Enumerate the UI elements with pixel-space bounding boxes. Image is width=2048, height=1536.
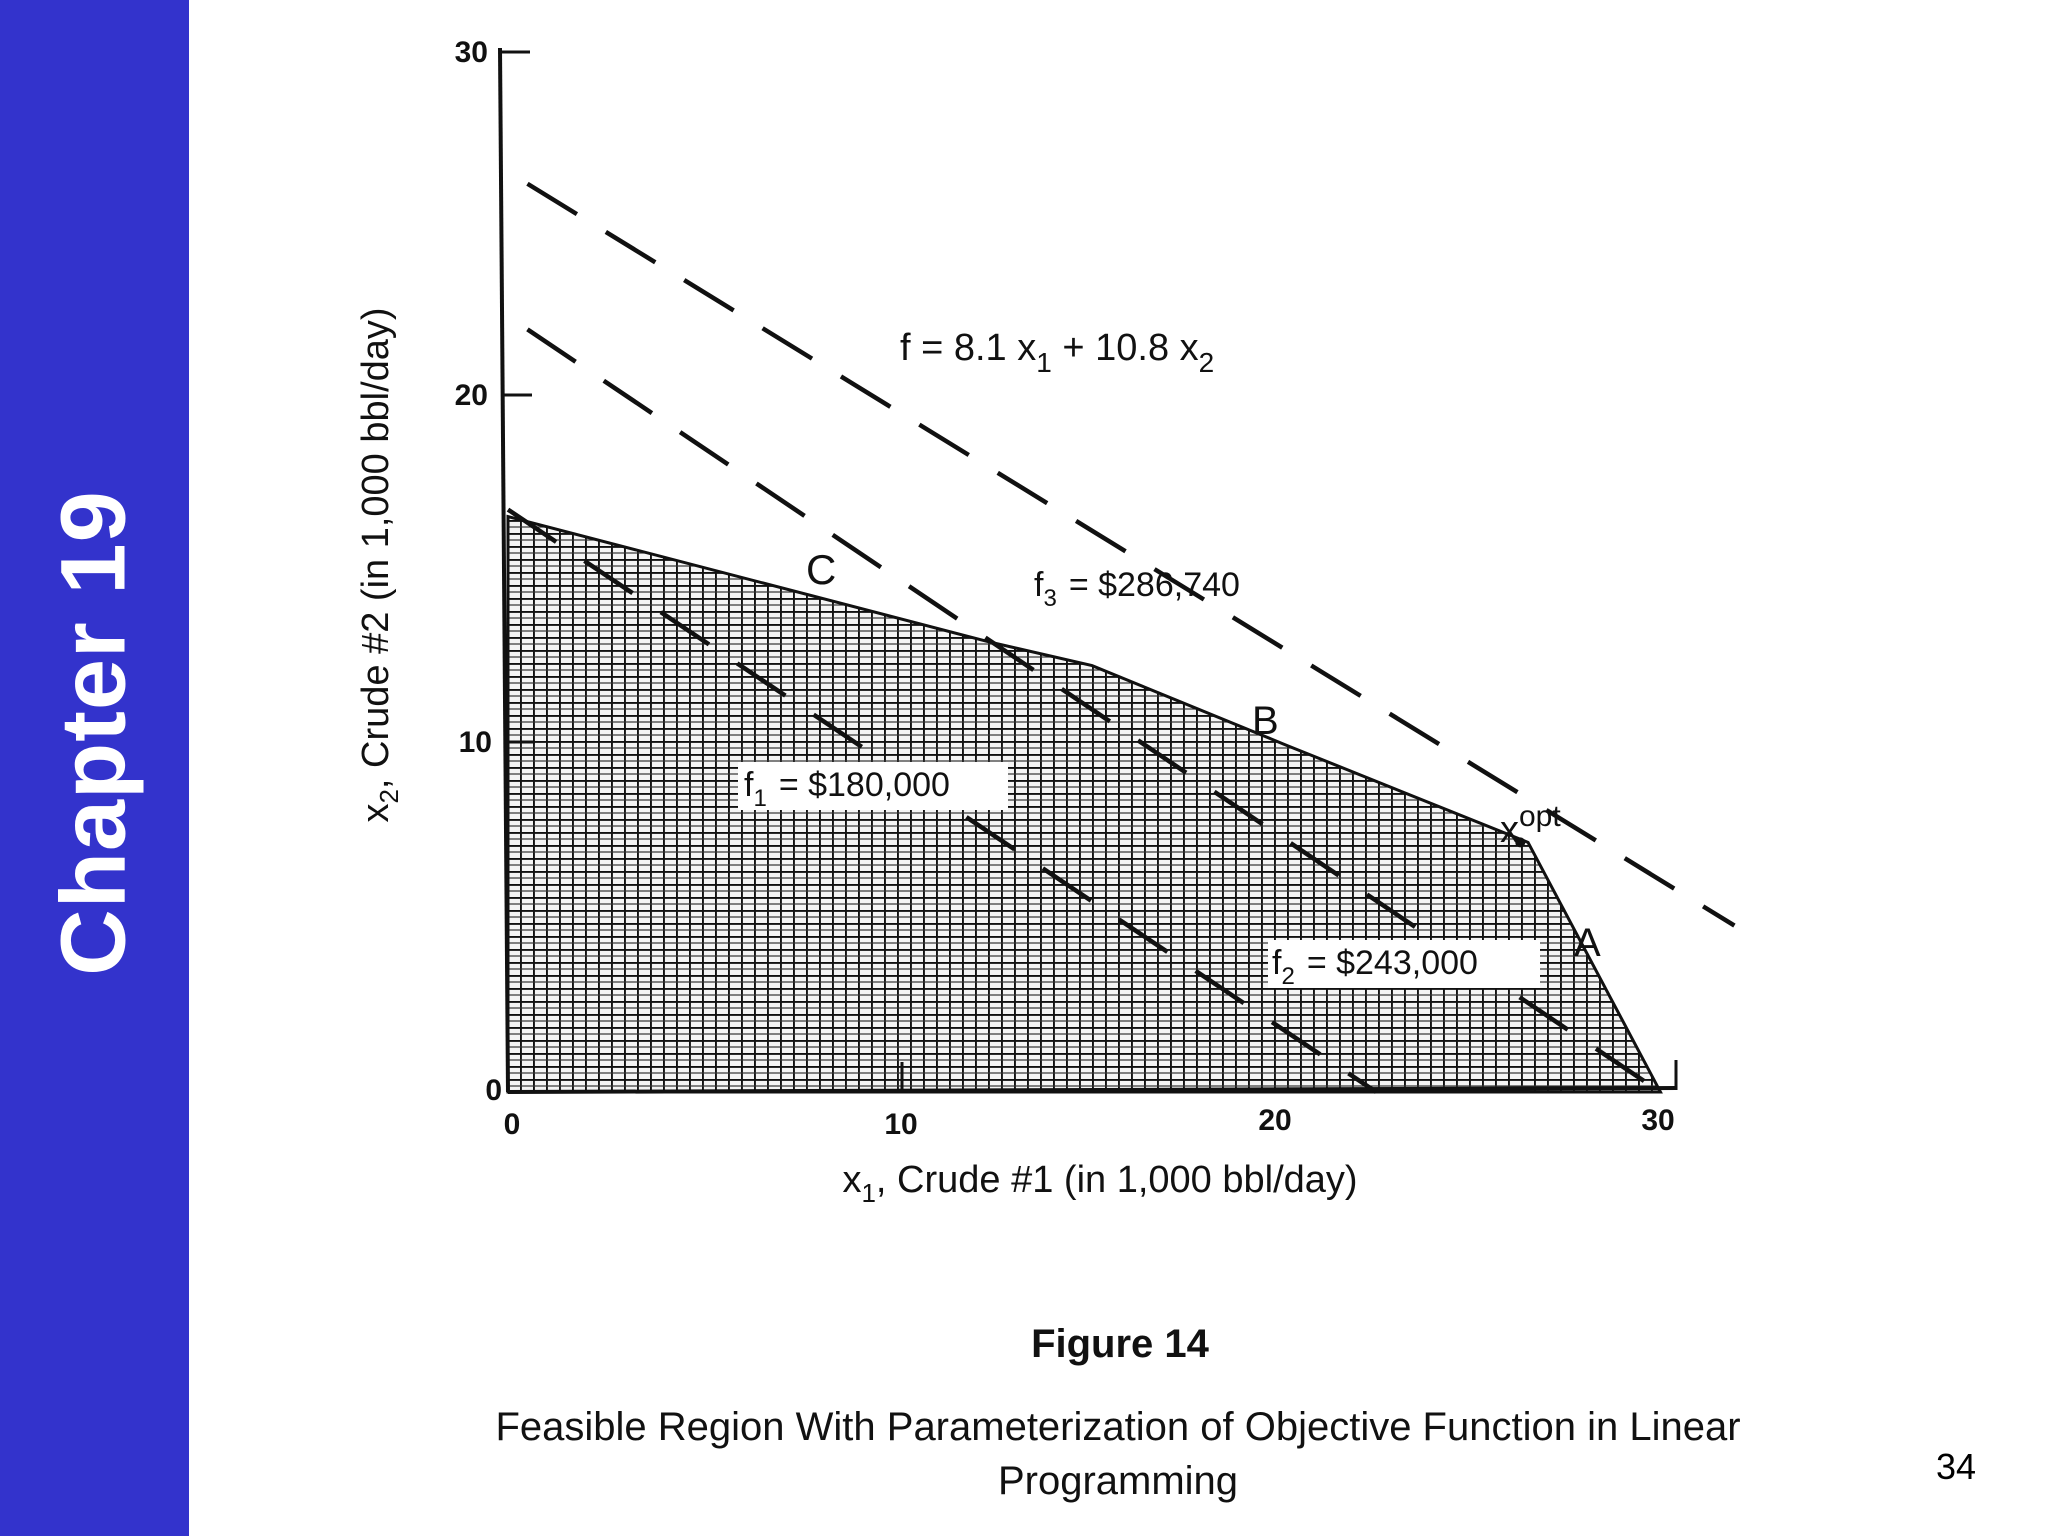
chapter-sidebar: Chapter 19 xyxy=(0,0,189,1536)
y-axis-title: x2, Crude #2 (in 1,000 bbl/day) xyxy=(355,307,404,822)
f2-label-background xyxy=(1268,940,1540,988)
point-label-c: C xyxy=(806,546,836,593)
f1-label: f1 = $180,000 xyxy=(744,766,950,812)
objective-function: f = 8.1 x1 + 10.8 x2 xyxy=(900,327,1214,378)
iso-profit-line-f3 xyxy=(526,181,1736,928)
f2-label-box: f2 = $243,000 xyxy=(1268,940,1540,990)
y-tick-label-10: 10 xyxy=(459,726,492,759)
x-axis-title: x1, Crude #1 (in 1,000 bbl/day) xyxy=(842,1159,1357,1208)
f2-label: f2 = $243,000 xyxy=(1272,944,1478,990)
feasible-region-chart: 30 20 10 0 0 10 20 30 x1, Crude #1 (in 1… xyxy=(355,36,1736,1208)
iso-profit-line-f1 xyxy=(506,507,1378,1094)
point-label-a: A xyxy=(1574,921,1601,965)
f1-label-background xyxy=(738,762,1008,810)
x-tick-label-30: 30 xyxy=(1641,1104,1674,1137)
y-axis xyxy=(498,47,510,1093)
page-number: 34 xyxy=(1935,1446,1976,1487)
optimal-point-marker xyxy=(1515,837,1526,848)
axes xyxy=(498,47,1678,1094)
figure-number: Figure 14 xyxy=(1031,1322,1209,1366)
x-tick-label-0: 0 xyxy=(504,1108,521,1141)
x-tick-label-10: 10 xyxy=(884,1108,917,1141)
x-tick-labels: 0 10 20 30 xyxy=(504,1104,1675,1141)
point-label-b: B xyxy=(1252,699,1279,743)
figure-caption: Feasible Region With Parameterization of… xyxy=(495,1405,1741,1503)
f1-label-box: f1 = $180,000 xyxy=(738,762,1008,812)
point-label-x-opt: xopt xyxy=(1500,800,1561,851)
x-axis xyxy=(507,1086,1677,1094)
f3-label: f3 = $286,740 xyxy=(1034,566,1240,612)
y-tick-label-0: 0 xyxy=(485,1074,502,1107)
y-tick-label-20: 20 xyxy=(455,379,488,412)
x-tick-label-20: 20 xyxy=(1258,1104,1291,1137)
y-tick-labels: 30 20 10 0 xyxy=(455,36,502,1107)
y-tick-label-30: 30 xyxy=(455,36,488,69)
